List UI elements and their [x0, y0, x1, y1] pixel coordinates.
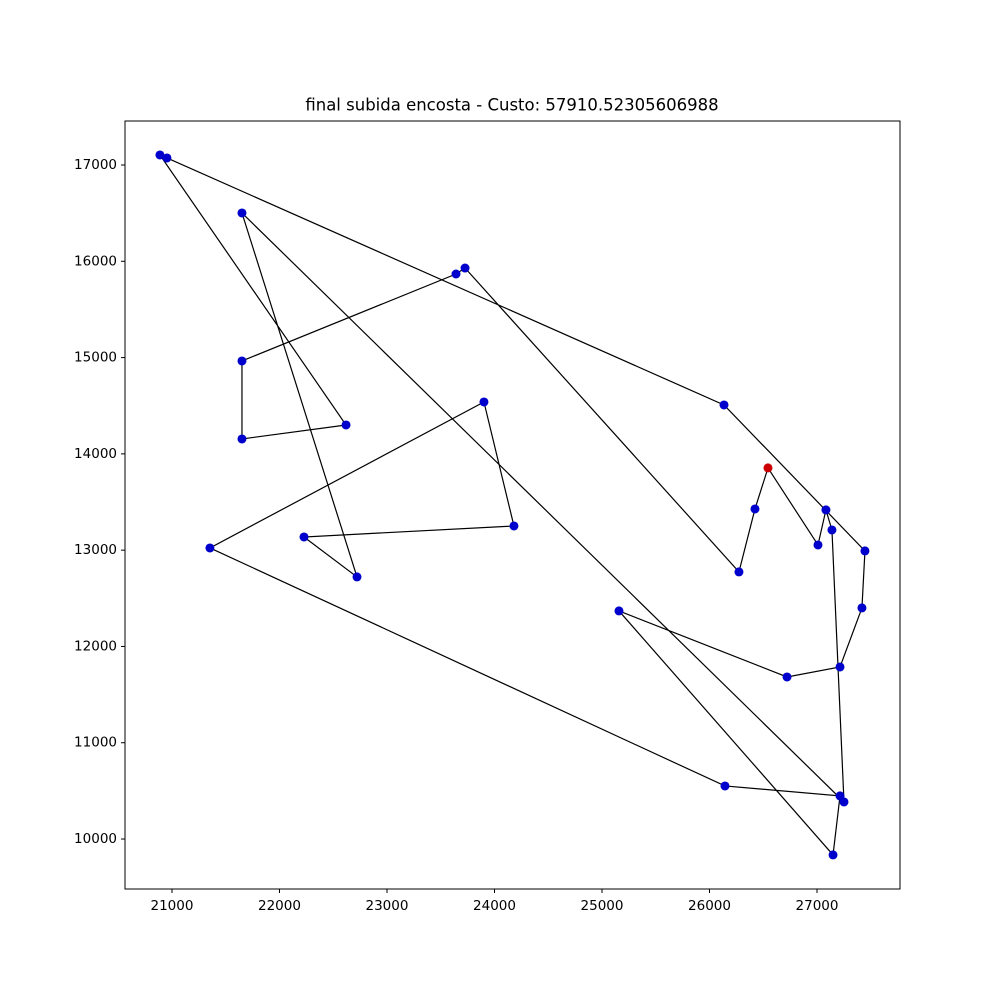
city-point — [614, 606, 624, 616]
city-point — [839, 797, 849, 807]
x-tick-label: 26000 — [688, 898, 731, 914]
city-point — [720, 781, 730, 791]
city-point — [237, 208, 247, 218]
city-point — [341, 420, 351, 430]
x-tick-label: 25000 — [581, 898, 624, 914]
city-point — [155, 150, 165, 160]
chart-title: final subida encosta - Custo: 57910.5230… — [305, 96, 718, 115]
city-point — [827, 525, 837, 535]
tour-closing-line — [767, 467, 819, 546]
x-tick-label: 23000 — [366, 898, 409, 914]
city-point — [460, 263, 470, 273]
plot-frame — [124, 120, 901, 890]
start-point — [763, 463, 773, 473]
city-point — [479, 397, 489, 407]
city-point — [719, 400, 729, 410]
city-point — [237, 434, 247, 444]
city-point — [451, 269, 461, 279]
y-tick-label: 12000 — [74, 638, 117, 654]
y-tick-label: 15000 — [74, 350, 117, 366]
city-point — [509, 521, 519, 531]
city-point — [299, 532, 309, 542]
city-point — [734, 567, 744, 577]
x-tick-label: 22000 — [258, 898, 301, 914]
x-tick-label: 27000 — [796, 898, 839, 914]
y-tick-label: 10000 — [74, 831, 117, 847]
x-tick-label: 24000 — [473, 898, 516, 914]
y-tick-label: 16000 — [74, 253, 117, 269]
city-point — [750, 504, 760, 514]
y-tick-label: 14000 — [74, 446, 117, 462]
city-point — [162, 153, 172, 163]
city-point — [813, 540, 823, 550]
y-tick-label: 17000 — [74, 157, 117, 173]
x-tick-label: 21000 — [151, 898, 194, 914]
city-point — [782, 672, 792, 682]
city-point — [237, 356, 247, 366]
y-tick-label: 11000 — [74, 735, 117, 751]
city-point — [860, 546, 870, 556]
city-point — [828, 850, 838, 860]
y-tick-label: 13000 — [74, 542, 117, 558]
city-point — [205, 543, 215, 553]
city-point — [352, 572, 362, 582]
city-point — [857, 603, 867, 613]
city-point — [835, 662, 845, 672]
city-point — [821, 505, 831, 515]
